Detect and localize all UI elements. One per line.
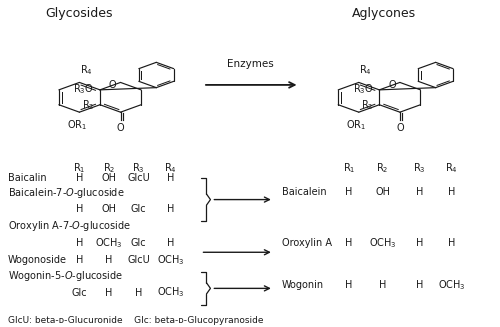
Text: R$_3$O: R$_3$O [353, 82, 374, 96]
Text: OR$_1$: OR$_1$ [67, 118, 87, 132]
Text: H: H [345, 187, 352, 197]
Text: H: H [106, 287, 113, 298]
Text: Glycosides: Glycosides [46, 8, 113, 20]
Text: H: H [345, 238, 352, 248]
Text: R$_2$: R$_2$ [82, 98, 94, 112]
Text: OH: OH [375, 187, 390, 197]
Text: O: O [109, 80, 116, 90]
Text: O: O [388, 80, 396, 90]
Text: Oroxylin A: Oroxylin A [282, 238, 332, 248]
Text: R$_2$: R$_2$ [376, 162, 388, 176]
Text: H: H [106, 255, 113, 265]
Text: R$_4$: R$_4$ [80, 63, 93, 77]
Text: R$_4$: R$_4$ [360, 63, 372, 77]
Text: OCH$_3$: OCH$_3$ [438, 278, 466, 292]
Text: H: H [76, 204, 83, 214]
Text: O: O [396, 123, 404, 133]
Text: GlcU: GlcU [128, 255, 150, 265]
Text: Baicalein-7-$\it{O}$-glucoside: Baicalein-7-$\it{O}$-glucoside [8, 186, 124, 200]
Text: H: H [448, 187, 456, 197]
Text: Wogonin-5-$\it{O}$-glucoside: Wogonin-5-$\it{O}$-glucoside [8, 269, 123, 283]
Text: H: H [135, 287, 142, 298]
Text: OCH$_3$: OCH$_3$ [157, 253, 184, 267]
Text: Wogonin: Wogonin [282, 280, 325, 290]
Text: H: H [76, 173, 83, 183]
Text: O: O [116, 123, 124, 133]
Text: OR$_1$: OR$_1$ [346, 118, 366, 132]
Text: H: H [76, 255, 83, 265]
Text: GlcU: beta-ᴅ-Glucuronide    Glc: beta-ᴅ-Glucopyranoside: GlcU: beta-ᴅ-Glucuronide Glc: beta-ᴅ-Glu… [8, 316, 263, 325]
Text: Baicalin: Baicalin [8, 173, 46, 183]
Text: R$_3$: R$_3$ [414, 162, 426, 176]
Text: H: H [167, 204, 174, 214]
Text: H: H [167, 238, 174, 248]
Text: Enzymes: Enzymes [226, 60, 274, 69]
Text: H: H [448, 238, 456, 248]
Text: OCH$_3$: OCH$_3$ [95, 236, 123, 250]
Text: H: H [345, 280, 352, 290]
Text: Oroxylin A-7-$\it{O}$-glucoside: Oroxylin A-7-$\it{O}$-glucoside [8, 219, 130, 233]
Text: GlcU: GlcU [128, 173, 150, 183]
Text: Glc: Glc [131, 238, 146, 248]
Text: R$_2$: R$_2$ [361, 98, 374, 112]
Text: H: H [416, 187, 424, 197]
Text: OCH$_3$: OCH$_3$ [157, 286, 184, 300]
Text: OH: OH [102, 173, 116, 183]
Text: Aglycones: Aglycones [352, 8, 416, 20]
Text: OH: OH [102, 204, 116, 214]
Text: R$_4$: R$_4$ [446, 162, 458, 176]
Text: H: H [416, 238, 424, 248]
Text: Baicalein: Baicalein [282, 187, 327, 197]
Text: R$_1$: R$_1$ [342, 162, 355, 176]
Text: R$_2$: R$_2$ [103, 162, 116, 176]
Text: Glc: Glc [72, 287, 87, 298]
Text: R$_3$: R$_3$ [132, 162, 145, 176]
Text: OCH$_3$: OCH$_3$ [368, 236, 396, 250]
Text: R$_4$: R$_4$ [164, 162, 177, 176]
Text: R$_3$O: R$_3$O [74, 82, 94, 96]
Text: Glc: Glc [131, 204, 146, 214]
Text: R$_1$: R$_1$ [73, 162, 86, 176]
Text: H: H [76, 238, 83, 248]
Text: H: H [416, 280, 424, 290]
Text: Wogonoside: Wogonoside [8, 255, 66, 265]
Text: H: H [167, 173, 174, 183]
Text: H: H [379, 280, 386, 290]
